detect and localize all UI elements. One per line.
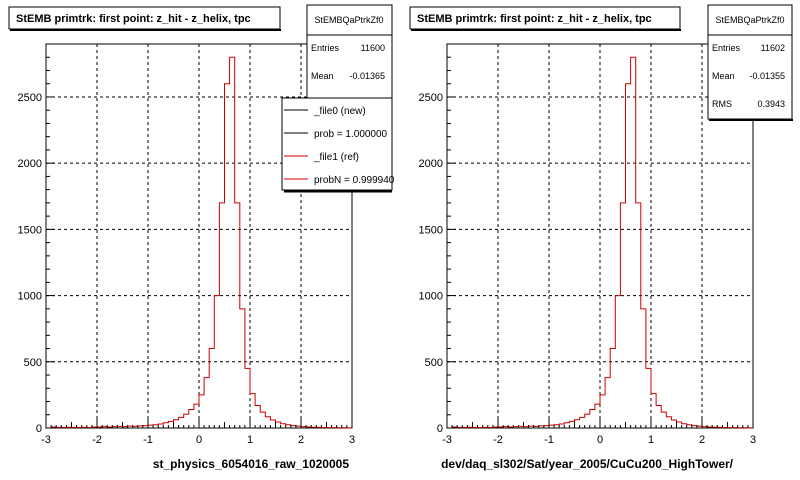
right-stats-name: StEMBQaPtrkZf0 — [715, 15, 784, 25]
right-pad: -3 -2 -1 0 1 2 3 0 500 1000 1500 2000 2500 dev/daq_s… — [409, 4, 793, 471]
legend-entry-probn: probN = 0.999940 — [284, 175, 395, 186]
right-title: StEMB primtrk: first point: z_hit - z_he… — [417, 13, 652, 25]
y-tick-label: 0 — [36, 423, 42, 435]
right-stats-rms-value: 0.3943 — [757, 99, 785, 109]
y-tick-label: 2000 — [18, 158, 42, 170]
y-tick-label: 1500 — [419, 224, 443, 236]
legend-entry-prob: prob = 1.000000 — [284, 129, 388, 140]
left-axes: -3 -2 -1 0 1 2 3 0 500 1000 1500 2000 2500 — [18, 43, 355, 446]
left-stats-mean-label: Mean — [311, 71, 334, 81]
x-tick-label: -1 — [143, 434, 153, 446]
x-tick-label: 3 — [750, 434, 756, 446]
right-grid — [447, 44, 753, 428]
legend-label-prob: prob = 1.000000 — [314, 129, 388, 140]
x-tick-label: 0 — [597, 434, 603, 446]
left-stats-entries-value: 11600 — [361, 43, 385, 53]
right-title-box: StEMB primtrk: first point: z_hit - z_he… — [409, 6, 681, 31]
left-grid — [46, 44, 352, 428]
x-tick-label: 1 — [648, 434, 654, 446]
x-tick-label: -3 — [41, 434, 51, 446]
right-stats-mean-value: -0.01355 — [749, 71, 785, 81]
y-tick-label: 1000 — [419, 291, 443, 303]
y-tick-label: 2500 — [18, 92, 42, 104]
right-x-axis-label: dev/daq_sl302/Sat/year_2005/CuCu200_High… — [441, 457, 734, 471]
left-stats-mean-value: -0.01365 — [349, 71, 385, 81]
left-stats-entries-label: Entries — [311, 43, 340, 53]
right-stats-rms-label: RMS — [712, 99, 732, 109]
left-stats-name: StEMBQaPtrkZf0 — [314, 15, 383, 25]
y-tick-label: 500 — [425, 357, 443, 369]
x-tick-label: -3 — [442, 434, 452, 446]
x-tick-label: -2 — [493, 434, 503, 446]
legend-label-probn: probN = 0.999940 — [314, 175, 395, 186]
legend-entry-file0: _file0 (new) — [284, 106, 366, 117]
y-tick-label: 1000 — [18, 291, 42, 303]
x-tick-label: 2 — [699, 434, 705, 446]
y-tick-label: 500 — [24, 357, 42, 369]
left-legend: _file0 (new) prob = 1.000000 _file1 (ref… — [281, 97, 395, 193]
right-stats-box: StEMBQaPtrkZf0 Entries 11602 Mean -0.013… — [707, 4, 793, 121]
left-title-box: StEMB primtrk: first point: z_hit - z_he… — [8, 6, 281, 31]
y-tick-label: 0 — [437, 423, 443, 435]
legend-label-file1: _file1 (ref) — [313, 152, 359, 163]
y-tick-label: 1500 — [18, 224, 42, 236]
legend-label-file0: _file0 (new) — [313, 106, 366, 117]
x-tick-label: -2 — [92, 434, 102, 446]
right-stats-entries-label: Entries — [712, 43, 741, 53]
right-stats-mean-label: Mean — [712, 71, 735, 81]
right-stats-entries-value: 11602 — [761, 43, 785, 53]
x-tick-label: 1 — [247, 434, 253, 446]
legend-entry-file1: _file1 (ref) — [284, 152, 359, 163]
x-tick-label: 3 — [349, 434, 355, 446]
left-title: StEMB primtrk: first point: z_hit - z_he… — [16, 13, 251, 25]
left-stats-box: StEMBQaPtrkZf0 Entries 11600 Mean -0.013… — [306, 4, 393, 106]
x-tick-label: -1 — [544, 434, 554, 446]
y-tick-label: 2000 — [419, 158, 443, 170]
y-tick-label: 2500 — [419, 92, 443, 104]
right-axes: -3 -2 -1 0 1 2 3 0 500 1000 1500 2000 2500 — [419, 43, 756, 446]
x-tick-label: 0 — [196, 434, 202, 446]
left-pad: -3 -2 -1 0 1 2 3 0 500 1000 1500 2000 2500 st_physic… — [8, 4, 395, 471]
x-tick-label: 2 — [298, 434, 304, 446]
left-x-axis-label: st_physics_6054016_raw_1020005 — [153, 457, 349, 471]
